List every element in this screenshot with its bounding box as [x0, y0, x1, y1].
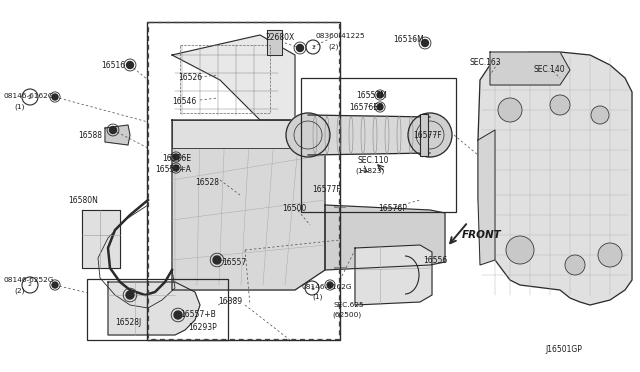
Text: (1): (1)	[312, 294, 323, 301]
Text: 2: 2	[28, 282, 32, 288]
Text: 16576P: 16576P	[378, 204, 407, 213]
Text: 16577F: 16577F	[312, 185, 340, 194]
Text: 22680X: 22680X	[265, 33, 294, 42]
Text: 16389: 16389	[218, 297, 242, 306]
Text: 16557+A: 16557+A	[155, 165, 191, 174]
Circle shape	[506, 236, 534, 264]
Text: (62500): (62500)	[332, 312, 361, 318]
Text: 16588: 16588	[78, 131, 102, 140]
Circle shape	[422, 39, 429, 46]
Text: 16580N: 16580N	[68, 196, 98, 205]
Text: 1: 1	[310, 285, 314, 291]
Text: 16557: 16557	[222, 258, 246, 267]
Text: (2): (2)	[328, 43, 339, 49]
Text: 16528J: 16528J	[115, 318, 141, 327]
Circle shape	[52, 94, 58, 100]
Polygon shape	[82, 210, 120, 268]
Text: SEC.110: SEC.110	[358, 156, 390, 165]
Bar	[147, 22, 340, 340]
Bar	[420, 114, 428, 156]
Polygon shape	[478, 130, 495, 265]
Circle shape	[109, 126, 116, 134]
Text: 16516: 16516	[101, 61, 125, 70]
Text: 16556: 16556	[423, 256, 447, 265]
Polygon shape	[355, 245, 432, 305]
Text: 16500: 16500	[282, 204, 307, 213]
Text: SEC.163: SEC.163	[470, 58, 502, 67]
Bar	[148, 22, 339, 339]
Text: (11823): (11823)	[355, 167, 385, 173]
Polygon shape	[267, 30, 282, 55]
Text: 16528: 16528	[195, 178, 219, 187]
Text: SEC.625: SEC.625	[334, 302, 365, 308]
Circle shape	[377, 92, 383, 98]
Text: 08360-41225: 08360-41225	[315, 33, 365, 39]
Text: 16526: 16526	[178, 73, 202, 82]
Circle shape	[173, 165, 179, 171]
Circle shape	[591, 106, 609, 124]
Circle shape	[550, 95, 570, 115]
Text: 08146-6162G: 08146-6162G	[302, 284, 353, 290]
Circle shape	[213, 256, 221, 264]
Text: 16576E: 16576E	[162, 154, 191, 163]
Text: (2): (2)	[14, 287, 24, 294]
Circle shape	[565, 255, 585, 275]
Text: 16516M: 16516M	[393, 35, 424, 44]
Circle shape	[327, 282, 333, 288]
Text: J16501GP: J16501GP	[545, 345, 582, 354]
Text: (1): (1)	[14, 103, 24, 109]
Text: 16293P: 16293P	[188, 323, 217, 332]
Bar	[301, 78, 456, 212]
Circle shape	[408, 113, 452, 157]
Text: 2: 2	[28, 94, 32, 99]
Polygon shape	[490, 52, 570, 85]
Text: 16557M: 16557M	[356, 91, 387, 100]
Text: 08146-6162G: 08146-6162G	[4, 93, 54, 99]
Polygon shape	[172, 120, 325, 290]
Bar	[172, 120, 295, 148]
Text: SEC.140: SEC.140	[533, 65, 564, 74]
Circle shape	[598, 243, 622, 267]
Polygon shape	[105, 125, 130, 145]
Circle shape	[174, 311, 182, 319]
Circle shape	[173, 154, 179, 160]
Text: FRONT: FRONT	[462, 230, 502, 240]
Polygon shape	[478, 52, 632, 305]
Circle shape	[377, 104, 383, 110]
Circle shape	[286, 113, 330, 157]
Polygon shape	[308, 115, 430, 155]
Circle shape	[127, 61, 134, 68]
Polygon shape	[108, 282, 200, 335]
Text: 16546: 16546	[172, 97, 196, 106]
Text: 16577F: 16577F	[413, 131, 442, 140]
Bar	[180, 45, 270, 113]
Text: 16576EB: 16576EB	[349, 103, 383, 112]
Polygon shape	[325, 205, 445, 270]
Circle shape	[498, 98, 522, 122]
Circle shape	[296, 45, 303, 51]
Circle shape	[52, 282, 58, 288]
Text: 08146-6252G: 08146-6252G	[4, 277, 54, 283]
Bar	[87, 279, 228, 340]
Circle shape	[126, 291, 134, 299]
Text: 16557+B: 16557+B	[180, 310, 216, 319]
Text: 2: 2	[311, 45, 315, 49]
Polygon shape	[172, 35, 295, 120]
